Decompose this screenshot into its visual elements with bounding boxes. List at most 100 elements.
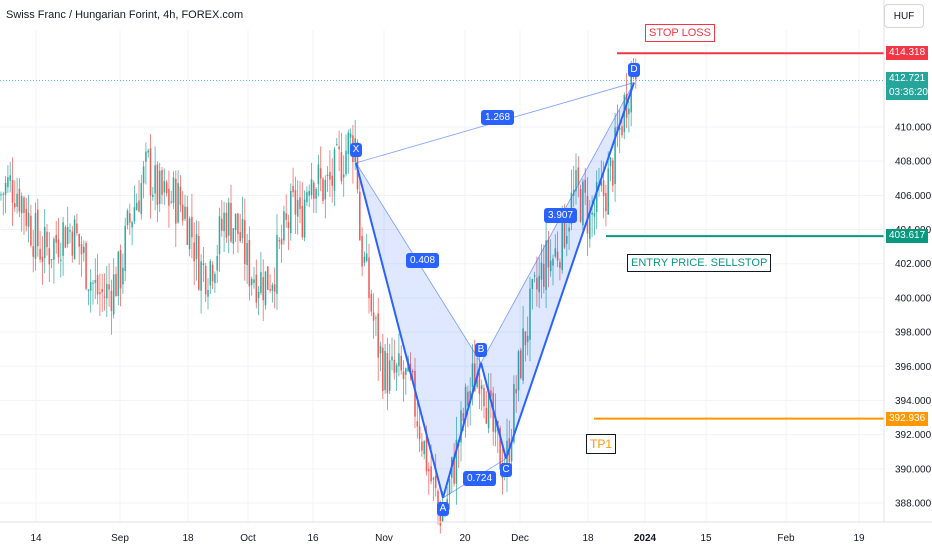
candle-body — [30, 215, 32, 246]
candle-body — [549, 260, 552, 272]
pattern-leg-ab — [442, 362, 482, 499]
candle-body — [99, 292, 101, 295]
candle-body — [18, 188, 21, 212]
pattern-ratio-label: 0.724 — [463, 471, 497, 486]
candle-body — [103, 296, 106, 298]
candle-body — [239, 232, 241, 242]
candle-body — [579, 189, 582, 222]
pattern-leg-bc — [480, 362, 507, 459]
candle-body — [71, 231, 74, 256]
x-tick-label: 18 — [182, 533, 194, 544]
candle-body — [55, 235, 57, 243]
candle-body — [416, 421, 419, 427]
tp1-annotation[interactable]: TP1 — [586, 434, 617, 454]
x-tick-label: 14 — [30, 533, 42, 544]
stop-loss-annotation[interactable]: STOP LOSS — [645, 24, 715, 42]
candle-body — [264, 271, 267, 306]
candle-body — [50, 259, 53, 261]
candle-body — [41, 256, 44, 262]
candle-body — [244, 220, 246, 265]
candle-body — [609, 157, 612, 166]
candle-body — [181, 204, 184, 221]
candle-body — [384, 350, 386, 391]
candle-body — [133, 207, 136, 222]
candle-body — [582, 181, 584, 226]
candle-body — [198, 235, 200, 290]
candle-body — [152, 194, 154, 197]
harmonic-pattern[interactable] — [355, 82, 635, 499]
candle-body — [202, 263, 205, 266]
candle-body — [126, 210, 129, 226]
candle-body — [483, 388, 485, 407]
candle-body — [547, 239, 550, 268]
candle-body — [589, 211, 591, 239]
candle-body — [138, 200, 140, 212]
candle-body — [260, 272, 262, 293]
candle-body — [25, 208, 28, 226]
candle-body — [308, 190, 310, 196]
pattern-point-c: C — [500, 462, 512, 477]
candle-body — [43, 226, 46, 258]
candle-body — [400, 355, 402, 371]
candle-body — [46, 231, 48, 248]
candle-body — [545, 240, 547, 290]
candle-body — [600, 181, 603, 186]
candle-body — [16, 193, 18, 207]
candle-body — [253, 279, 255, 284]
candle-body — [94, 279, 97, 283]
candle-body — [156, 164, 159, 206]
candle-body — [386, 353, 389, 394]
candle-body — [257, 291, 260, 298]
candle-body — [110, 290, 113, 311]
candle-body — [434, 475, 437, 489]
candle-body — [147, 150, 149, 153]
candle-body — [140, 183, 143, 214]
entry-annotation[interactable]: ENTRY PRICE. SELLSTOP — [627, 254, 772, 272]
candle-body — [7, 177, 9, 188]
candle-body — [375, 317, 377, 319]
candle-body — [200, 261, 202, 291]
candle-body — [2, 193, 5, 195]
candle-body — [73, 219, 76, 260]
candle-body — [145, 151, 147, 162]
candle-body — [285, 213, 287, 220]
candle-body — [119, 250, 122, 289]
candle-body — [278, 240, 281, 242]
candle-body — [223, 212, 225, 232]
y-tick-label: 402.000 — [895, 259, 932, 270]
candle-body — [361, 235, 363, 267]
candle-body — [359, 191, 361, 241]
candle-body — [347, 132, 350, 155]
candle-body — [471, 363, 474, 387]
candle-body — [96, 275, 99, 295]
candle-body — [225, 212, 228, 238]
candle-body — [393, 359, 396, 373]
y-tick-label: 396.000 — [895, 362, 932, 373]
candle-body — [515, 389, 517, 394]
candle-body — [108, 284, 110, 290]
candle-body — [292, 186, 294, 193]
candle-body — [62, 222, 64, 256]
stop-loss-price-tag: 414.318 — [886, 46, 928, 61]
candle-body — [379, 346, 382, 354]
candle-body — [276, 235, 278, 294]
candle-body — [365, 253, 368, 262]
candle-body — [78, 233, 80, 247]
candle-body — [398, 353, 400, 367]
pattern-ratio-label: 1.268 — [481, 110, 515, 125]
currency-selector[interactable]: HUF — [884, 4, 924, 28]
candle-body — [490, 390, 492, 397]
candle-body — [60, 259, 62, 261]
candle-body — [218, 216, 221, 255]
candle-body — [57, 239, 60, 258]
candle-body — [129, 213, 131, 223]
candle-body — [214, 273, 216, 283]
candle-body — [80, 244, 83, 255]
y-tick-label: 390.000 — [895, 464, 932, 475]
candle-body — [575, 170, 577, 192]
time-axis[interactable]: 14 Sep 18 Oct 16 Nov 20 Dec 18 2024 15 Feb 19 — [0, 521, 932, 544]
candle-body — [290, 190, 292, 234]
candle-body — [158, 170, 161, 204]
